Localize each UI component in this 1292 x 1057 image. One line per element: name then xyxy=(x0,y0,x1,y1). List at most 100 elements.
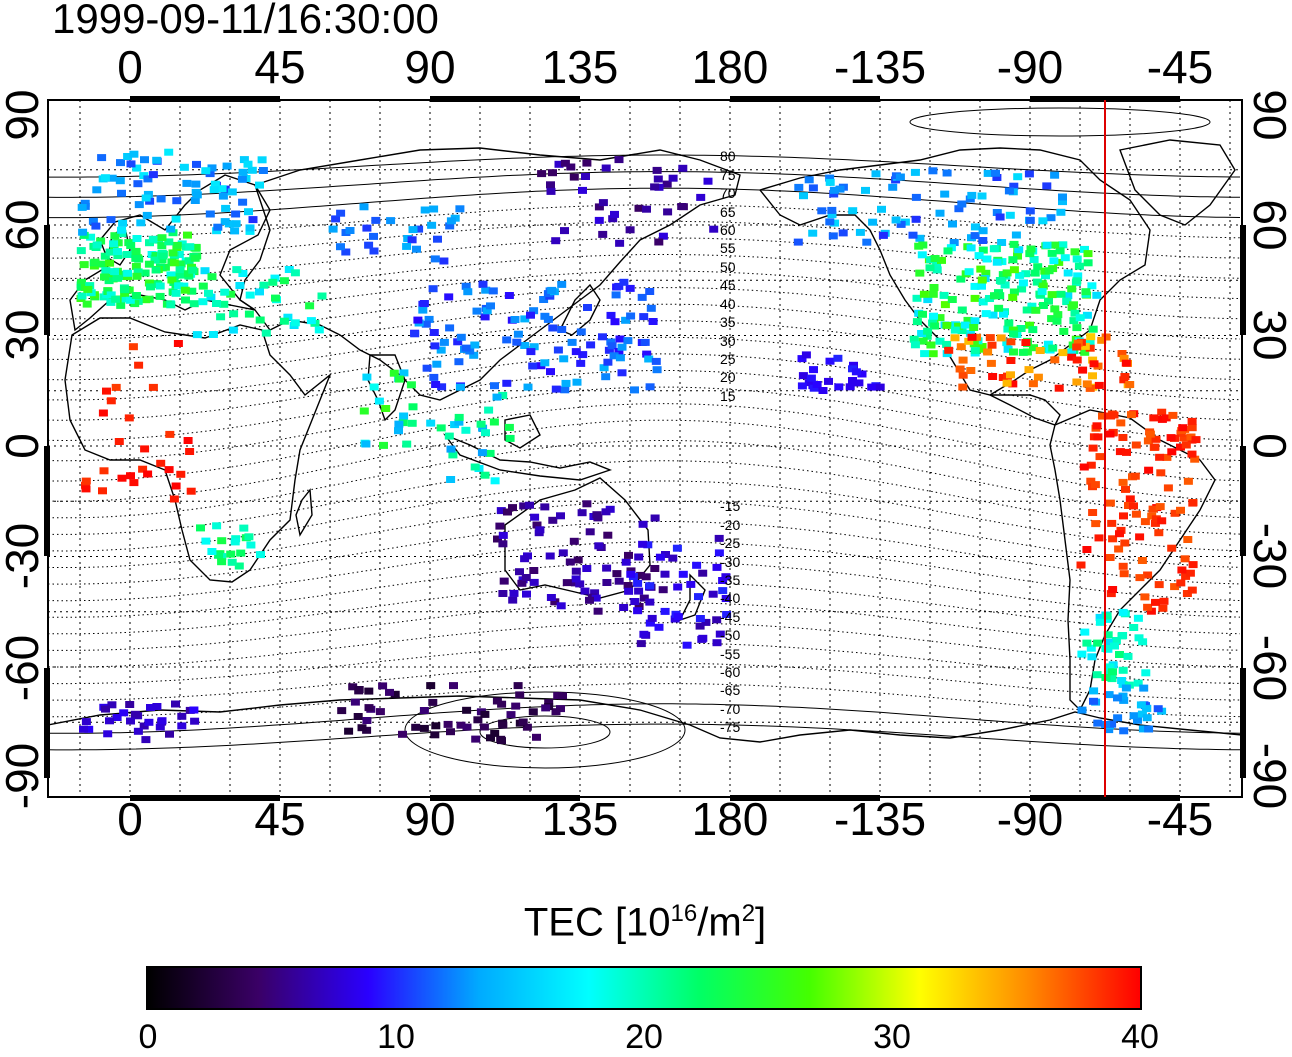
tec-patch xyxy=(171,700,180,708)
contour-value-label: -50 xyxy=(720,627,741,644)
tec-patch xyxy=(1127,411,1136,419)
tec-patch xyxy=(930,322,940,330)
tec-patch xyxy=(261,329,271,337)
tec-patch xyxy=(113,252,123,260)
tec-patch xyxy=(473,716,483,724)
tec-patch xyxy=(247,166,257,174)
tec-patch xyxy=(431,722,441,730)
tec-patch xyxy=(867,383,877,391)
tec-patch xyxy=(144,279,154,287)
tec-patch xyxy=(966,244,976,252)
tec-patch xyxy=(190,254,200,262)
tec-patch xyxy=(476,420,486,428)
tec-patch xyxy=(1111,637,1121,644)
tec-patch xyxy=(1025,250,1035,258)
tec-patch xyxy=(1118,692,1128,700)
tec-patch xyxy=(255,316,265,324)
tec-patch xyxy=(123,269,133,277)
tec-patch xyxy=(535,526,545,534)
tec-patch xyxy=(230,227,240,235)
tec-patch xyxy=(426,682,436,690)
tec-patch xyxy=(1043,340,1053,348)
tec-patch xyxy=(196,524,205,532)
colorbar-label-close: ] xyxy=(755,900,767,945)
tec-patch xyxy=(123,153,133,160)
tec-patch xyxy=(645,383,655,391)
tec-patch xyxy=(506,711,516,719)
tec-patch xyxy=(942,340,952,348)
tec-patch xyxy=(988,311,998,319)
tec-patch xyxy=(1123,652,1133,660)
tec-patch xyxy=(498,391,508,399)
tec-patch xyxy=(508,596,518,604)
tec-patch xyxy=(436,346,446,354)
tec-patch xyxy=(151,252,161,259)
tec-patch xyxy=(614,156,624,164)
tec-patch xyxy=(126,472,135,480)
tec-patch xyxy=(540,503,550,511)
tec-patch xyxy=(1177,566,1187,574)
tec-patch xyxy=(793,238,803,246)
tec-patch xyxy=(502,379,512,387)
tec-patch xyxy=(1176,506,1185,514)
tec-patch xyxy=(526,311,535,319)
tec-patch xyxy=(169,259,179,267)
tec-patch xyxy=(955,365,965,373)
tec-patch xyxy=(576,359,586,367)
tec-patch xyxy=(1048,344,1058,352)
tec-patch xyxy=(532,733,541,741)
tec-patch xyxy=(855,228,865,236)
tec-patch xyxy=(420,206,430,214)
tec-patch xyxy=(1135,533,1145,541)
tec-patch xyxy=(1006,371,1015,379)
tec-patch xyxy=(1029,344,1038,352)
tec-patch xyxy=(407,419,417,427)
bottom-tick-label: -45 xyxy=(1146,793,1214,845)
tec-patch xyxy=(1076,561,1086,569)
tec-patch xyxy=(246,541,256,549)
bottom-tick-label: -90 xyxy=(996,793,1064,845)
tec-patch xyxy=(142,211,152,219)
tec-patch xyxy=(432,360,442,368)
tec-patch xyxy=(1077,706,1087,714)
tec-patch xyxy=(169,495,179,503)
tec-patch xyxy=(651,357,661,365)
tec-patch xyxy=(1120,373,1130,380)
tec-patch xyxy=(222,162,232,170)
tec-patch xyxy=(969,340,979,348)
contour-value-label: -45 xyxy=(720,608,741,625)
tec-patch xyxy=(1095,453,1105,461)
tec-patch xyxy=(1063,269,1073,277)
tec-patch xyxy=(461,282,471,290)
tec-patch xyxy=(695,622,705,630)
tec-patch xyxy=(156,195,166,203)
tec-patch xyxy=(986,359,996,367)
tec-patch xyxy=(485,449,495,457)
tec-patch xyxy=(1082,546,1092,553)
tec-patch xyxy=(621,316,631,324)
tec-patch xyxy=(138,465,148,473)
tec-patch xyxy=(124,414,134,422)
tec-patch xyxy=(1073,339,1083,347)
tec-patch xyxy=(1154,581,1164,589)
tec-patch xyxy=(809,384,819,392)
tec-patch xyxy=(446,476,456,483)
tec-patch xyxy=(164,238,174,246)
tec-patch xyxy=(181,296,190,304)
tec-patch xyxy=(245,291,255,299)
magnetic-contour-line xyxy=(48,662,1241,701)
tec-patch xyxy=(328,225,338,233)
tec-patch xyxy=(960,321,970,329)
tec-patch xyxy=(1018,348,1028,356)
tec-patch xyxy=(177,712,187,720)
tec-patch xyxy=(486,302,495,310)
tec-patch xyxy=(357,724,367,732)
tec-patch xyxy=(1028,326,1038,334)
tec-patch xyxy=(585,596,594,604)
tec-patch xyxy=(429,329,439,336)
tec-patch xyxy=(129,479,139,487)
tec-patch xyxy=(638,520,648,528)
tec-patch xyxy=(290,269,300,277)
tec-patch xyxy=(498,540,508,548)
tec-patch xyxy=(1008,380,1018,388)
